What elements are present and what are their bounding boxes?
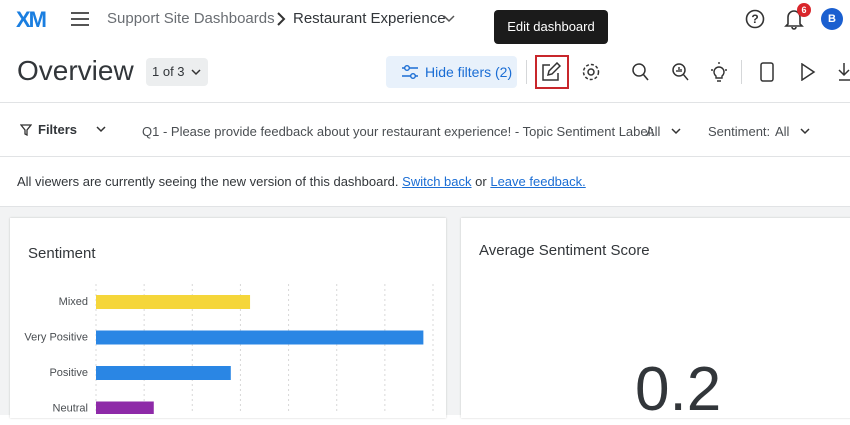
link[interactable]: Switch back <box>402 174 472 189</box>
avatar[interactable]: B <box>821 8 843 30</box>
breadcrumb-separator <box>277 12 286 26</box>
edit-button[interactable] <box>535 55 569 89</box>
divider <box>0 102 850 103</box>
export-icon[interactable] <box>838 62 850 82</box>
link[interactable]: Leave feedback. <box>490 174 586 189</box>
help-icon[interactable]: ? <box>745 9 765 29</box>
svg-text:?: ? <box>751 12 758 26</box>
tooltip <box>494 10 608 44</box>
bar <box>96 295 251 309</box>
logo[interactable]: XM <box>16 7 47 32</box>
divider <box>0 156 850 157</box>
filters-label[interactable]: Filters <box>38 122 78 137</box>
hide-filters-text: Hide filters (2) <box>425 64 513 80</box>
play-icon[interactable] <box>800 63 816 81</box>
widget-title: Average Sentiment Score <box>479 242 650 259</box>
widget-card: Average Sentiment Score 0.2 <box>461 218 850 424</box>
metric-value: 0.2 <box>635 355 722 424</box>
settings-icon[interactable] <box>581 62 601 82</box>
tooltip-text: Edit dashboard <box>507 19 595 34</box>
breadcrumb-parent[interactable]: Support Site Dashboards <box>107 10 275 27</box>
y-tick-label: Very Positive <box>24 331 88 343</box>
divider <box>741 60 742 84</box>
search-icon[interactable] <box>630 62 650 82</box>
page-selector-text: 1 of 3 <box>152 64 185 79</box>
divider <box>526 60 527 84</box>
y-tick-label: Positive <box>49 367 88 379</box>
filter-value[interactable]: All <box>775 124 790 139</box>
page-title: Overview <box>17 55 134 86</box>
chevron[interactable] <box>443 15 455 23</box>
filter-value[interactable]: All <box>646 124 661 139</box>
funnel-icon <box>20 124 32 136</box>
widget-card: Sentiment Mixed Very Positive Positive Neut… <box>10 218 446 418</box>
bell-icon[interactable] <box>784 8 804 30</box>
idea-icon[interactable] <box>709 61 729 83</box>
filter-label[interactable]: Q1 - Please provide feedback about your … <box>142 124 655 139</box>
bar <box>96 330 424 345</box>
chevron[interactable] <box>96 126 106 133</box>
bar-chart: Sentiment Mixed Very Positive Positive Neut… <box>24 245 434 414</box>
notification-badge: 6 <box>797 3 811 17</box>
chevron[interactable] <box>671 128 681 135</box>
chevron[interactable] <box>800 128 810 135</box>
chart-title: Sentiment <box>28 245 96 262</box>
bar <box>96 401 154 414</box>
insights-icon[interactable] <box>670 62 690 82</box>
chevron <box>191 69 201 76</box>
filter-label[interactable]: Sentiment: <box>708 124 771 139</box>
y-tick-label: Neutral <box>53 402 88 414</box>
breadcrumb-current[interactable]: Restaurant Experience <box>293 10 446 27</box>
notice-text: All viewers are currently seeing the new… <box>17 174 399 189</box>
menu-icon[interactable] <box>70 11 90 27</box>
notice: All viewers are currently seeing the new… <box>17 174 586 189</box>
mobile-icon[interactable] <box>760 62 774 82</box>
y-tick-label: Mixed <box>59 296 88 308</box>
notice-separator: or <box>475 174 487 189</box>
bar <box>96 366 231 380</box>
header: XM Support Site Dashboards Restaurant Ex… <box>0 0 850 44</box>
edit-icon <box>542 62 561 81</box>
hide-filters-button[interactable] <box>386 56 517 88</box>
filter-icon <box>402 65 418 79</box>
